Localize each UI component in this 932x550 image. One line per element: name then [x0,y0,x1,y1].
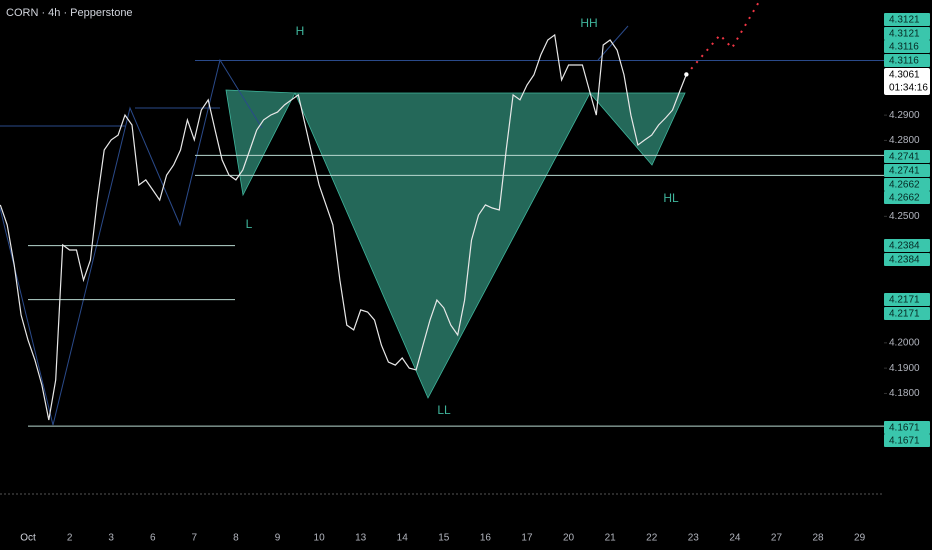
pattern-triangle [294,92,591,399]
level-tag-label: 4.3116 [889,56,919,67]
annotation: H [296,24,305,38]
countdown: 01:34:16 [889,83,928,94]
x-tick-label: 13 [355,533,367,544]
x-tick-label: 16 [480,533,492,544]
zigzag [597,25,629,61]
level-tag-label: 4.2662 [889,180,920,191]
level-tag-label: 4.2384 [889,241,920,252]
x-tick-label: 2 [67,533,73,544]
level-tag-label: 4.3116 [889,42,919,53]
level-tag [884,13,930,26]
level-tag-label: 4.1671 [889,436,920,447]
price-line [0,33,687,421]
x-tick-label: 8 [233,533,239,544]
level-tag [884,150,930,163]
price-tag [884,68,930,95]
annotation: HH [580,16,597,30]
y-tick-label: 4.2800 [889,135,920,146]
x-tick-label: Oct [20,533,36,544]
last-point [684,72,689,77]
level-tag [884,434,930,447]
x-tick-label: 23 [688,533,700,544]
level-tag-label: 4.2741 [889,166,920,177]
level-tag [884,54,930,67]
annotation: HL [663,191,679,205]
level-tag [884,239,930,252]
level-tag [884,307,930,320]
y-tick-label: 4.2000 [889,337,920,348]
chart-title: CORN · 4h · Pepperstone [6,7,133,19]
level-tag-label: 4.1671 [889,423,920,434]
x-tick-label: 6 [150,533,156,544]
y-tick-label: 4.2900 [889,110,920,121]
x-tick-label: 24 [729,533,741,544]
x-tick-label: 21 [605,533,617,544]
x-tick-label: 9 [275,533,281,544]
zigzag [0,58,263,426]
level-tag-label: 4.3121 [889,15,920,26]
x-tick-label: 17 [521,533,533,544]
x-tick-label: 3 [108,533,114,544]
x-tick-label: 7 [192,533,198,544]
level-tag [884,253,930,266]
x-tick-label: 29 [854,533,866,544]
x-tick-label: 10 [314,533,326,544]
y-tick-label: 4.2500 [889,211,920,222]
level-tag [884,191,930,204]
x-tick-label: 20 [563,533,575,544]
level-tag [884,293,930,306]
x-tick-label: 14 [397,533,409,544]
level-tag [884,178,930,191]
x-tick-label: 22 [646,533,658,544]
level-tag-label: 4.2662 [889,193,920,204]
level-tag-label: 4.2171 [889,309,920,320]
projection [685,0,761,76]
x-tick-label: 15 [438,533,450,544]
y-tick-label: 4.1800 [889,388,920,399]
level-tag [884,421,930,434]
level-tag-label: 4.2741 [889,152,920,163]
x-tick-label: 27 [771,533,783,544]
price-tag-label: 4.3061 [889,70,920,81]
x-tick-label: 28 [812,533,824,544]
annotation: LL [437,403,451,417]
y-tick-label: 4.1900 [889,363,920,374]
annotation: L [246,217,253,231]
level-tag [884,164,930,177]
level-tag-label: 4.2171 [889,295,920,306]
pattern-triangle [589,92,686,166]
level-tag [884,27,930,40]
level-tag-label: 4.3121 [889,29,920,40]
level-tag-label: 4.2384 [889,255,920,266]
level-tag [884,40,930,53]
